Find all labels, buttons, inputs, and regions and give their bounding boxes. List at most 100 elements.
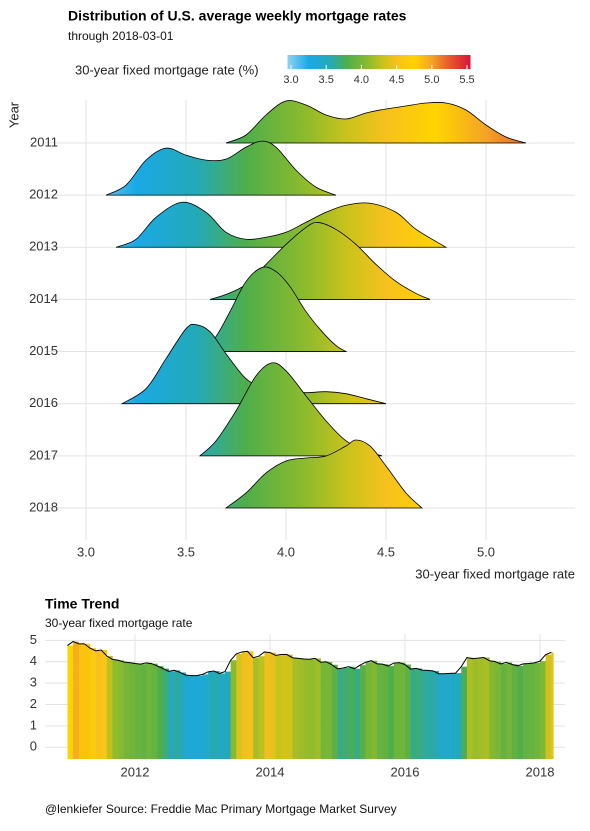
- y-tick-label: 4: [30, 653, 37, 668]
- bar: [359, 665, 366, 759]
- colorbar-tick-label: 4.0: [354, 74, 369, 86]
- bar: [208, 671, 215, 759]
- x-tick-label: 3.5: [177, 544, 195, 559]
- bar: [219, 673, 226, 759]
- bar: [286, 654, 293, 759]
- ridge: [201, 266, 348, 352]
- y-tick-label: 2018: [29, 499, 58, 514]
- x-tick-label: 3.0: [77, 544, 95, 559]
- bar: [511, 664, 518, 759]
- colorbar-tick-label: 5.5: [459, 74, 474, 86]
- bar: [264, 651, 271, 759]
- bar: [410, 669, 417, 759]
- y-tick-label: 2015: [29, 343, 58, 358]
- bar: [241, 651, 248, 759]
- bar: [180, 672, 186, 759]
- bar: [427, 670, 434, 759]
- bar: [309, 659, 316, 759]
- bar: [354, 668, 361, 759]
- bar: [348, 666, 355, 759]
- y-axis-label: Year: [6, 101, 21, 128]
- bar: [101, 650, 108, 759]
- bar: [416, 668, 423, 759]
- bar: [326, 661, 333, 759]
- bar: [393, 663, 400, 759]
- bar: [253, 657, 260, 759]
- colorbar-tick-label: 3.0: [283, 74, 298, 86]
- ridge: [225, 100, 527, 144]
- bar: [405, 664, 411, 759]
- y-tick-label: 2011: [30, 134, 58, 149]
- ridge: [224, 439, 424, 509]
- ridge: [120, 323, 387, 405]
- bar: [478, 658, 485, 759]
- y-tick-label: 2017: [29, 447, 58, 462]
- bar: [472, 658, 479, 759]
- bar: [247, 651, 254, 759]
- bar: [421, 670, 428, 759]
- bar: [450, 673, 456, 759]
- bar: [78, 643, 85, 759]
- bar: [438, 673, 445, 759]
- bar: [196, 675, 203, 759]
- y-tick-label: 2012: [29, 187, 58, 202]
- x-axis-label: 30-year fixed mortgage rate: [415, 566, 575, 581]
- bar: [523, 663, 530, 759]
- bar: [298, 658, 305, 759]
- y-tick-label: 3: [30, 675, 37, 690]
- bar: [320, 662, 327, 759]
- bar: [388, 666, 395, 759]
- bar: [185, 675, 192, 759]
- x-tick-label: 2018: [526, 764, 555, 779]
- bar: [157, 666, 164, 759]
- bar: [118, 660, 125, 759]
- bar: [545, 654, 552, 759]
- bar: [224, 671, 231, 759]
- bar: [174, 670, 181, 759]
- bar: [506, 662, 513, 759]
- bar: [151, 663, 158, 759]
- bar: [67, 645, 74, 759]
- y-tick-label: 2014: [29, 291, 58, 306]
- bar: [343, 667, 350, 759]
- bar: [236, 653, 243, 759]
- chart-subtitle: 30-year fixed mortgage rate: [45, 616, 193, 630]
- bar: [89, 648, 96, 759]
- bar: [202, 674, 209, 759]
- bar: [371, 660, 378, 759]
- x-tick-label: 5.0: [477, 544, 495, 559]
- bar: [551, 652, 554, 759]
- bar: [337, 668, 344, 759]
- ridge: [115, 201, 448, 248]
- bar: [134, 663, 141, 759]
- ridge: [105, 140, 337, 196]
- bar: [365, 662, 372, 759]
- bar: [433, 670, 440, 759]
- chart-subtitle: through 2018-03-01: [68, 29, 174, 43]
- y-tick-label: 5: [30, 632, 37, 647]
- colorbar-tick-label: 3.5: [319, 74, 334, 86]
- bar: [112, 659, 119, 759]
- bar: [292, 657, 299, 759]
- y-tick-label: 1: [30, 717, 37, 732]
- bar: [123, 661, 130, 759]
- bar: [466, 657, 473, 759]
- x-tick-label: 2016: [391, 764, 420, 779]
- bar: [281, 654, 288, 759]
- bar: [444, 673, 451, 759]
- bar: [140, 664, 147, 759]
- chart-title: Distribution of U.S. average weekly mort…: [68, 8, 407, 24]
- y-tick-label: 2: [30, 696, 37, 711]
- bar: [106, 656, 113, 759]
- bar: [275, 655, 282, 759]
- bar: [489, 660, 496, 759]
- bar: [382, 664, 389, 759]
- bar: [331, 664, 338, 759]
- bar: [534, 662, 541, 759]
- y-tick-label: 2013: [29, 239, 58, 254]
- bar: [84, 643, 91, 759]
- bar: [455, 673, 462, 759]
- caption: @lenkiefer Source: Freddie Mac Primary M…: [45, 802, 397, 816]
- y-tick-label: 0: [30, 739, 37, 754]
